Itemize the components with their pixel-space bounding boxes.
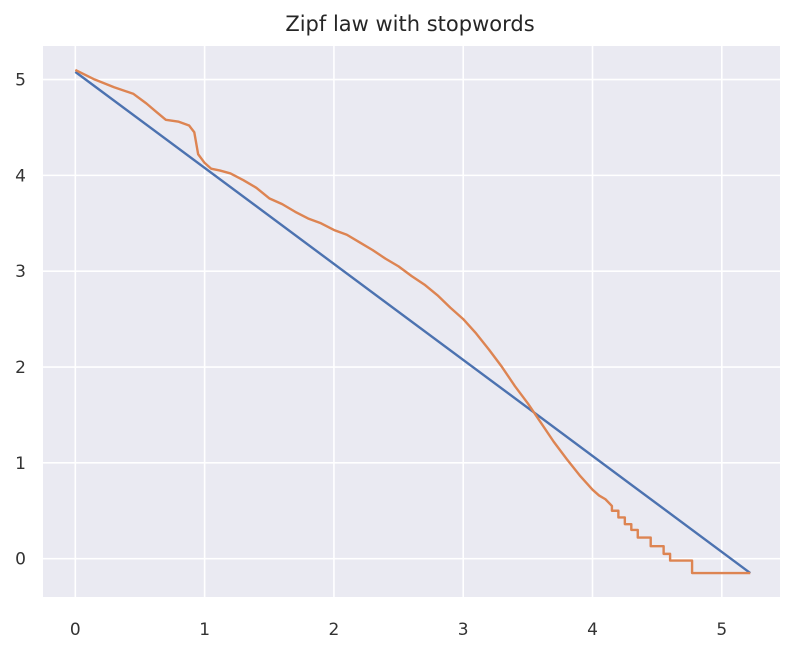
grid-lines [43,46,780,597]
observed-line [74,68,751,575]
y-tick-label: 0 [15,550,26,570]
x-tick-label: 2 [329,620,340,640]
x-tick-label: 4 [587,620,598,640]
x-tick-label: 1 [199,620,210,640]
chart-title: Zipf law with stopwords [285,12,535,36]
fit-line [74,70,751,575]
y-tick-label: 1 [15,454,26,474]
x-tick-label: 0 [70,620,81,640]
y-tick-label: 2 [15,358,26,378]
x-tick-label: 3 [458,620,469,640]
series-lines [74,68,751,575]
y-tick-label: 3 [15,262,26,282]
tick-labels: 0 1 2 3 4 5 0 1 2 3 4 5 [15,71,727,640]
y-tick-label: 5 [15,71,26,91]
x-tick-label: 5 [716,620,727,640]
y-tick-label: 4 [15,166,26,186]
